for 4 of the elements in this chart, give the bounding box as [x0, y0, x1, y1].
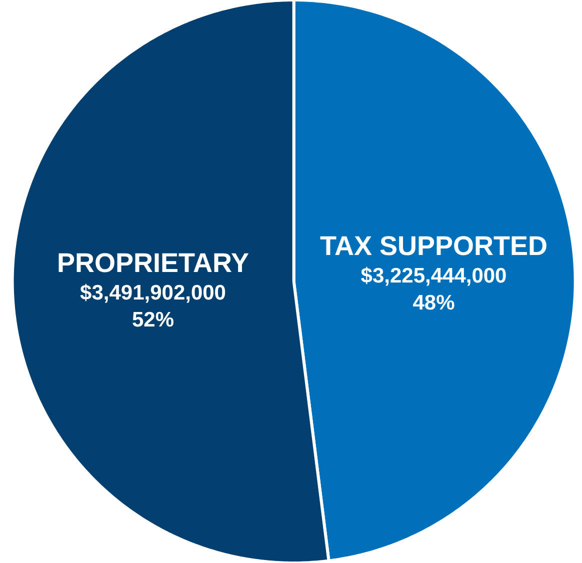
- data-label: $3,225,444,000 48%: [360, 264, 507, 315]
- data-label: $3,491,902,000 52%: [80, 281, 226, 332]
- slice-label: TAX SUPPORTED: [320, 231, 548, 261]
- slice-label: PROPRIETARY: [57, 248, 250, 278]
